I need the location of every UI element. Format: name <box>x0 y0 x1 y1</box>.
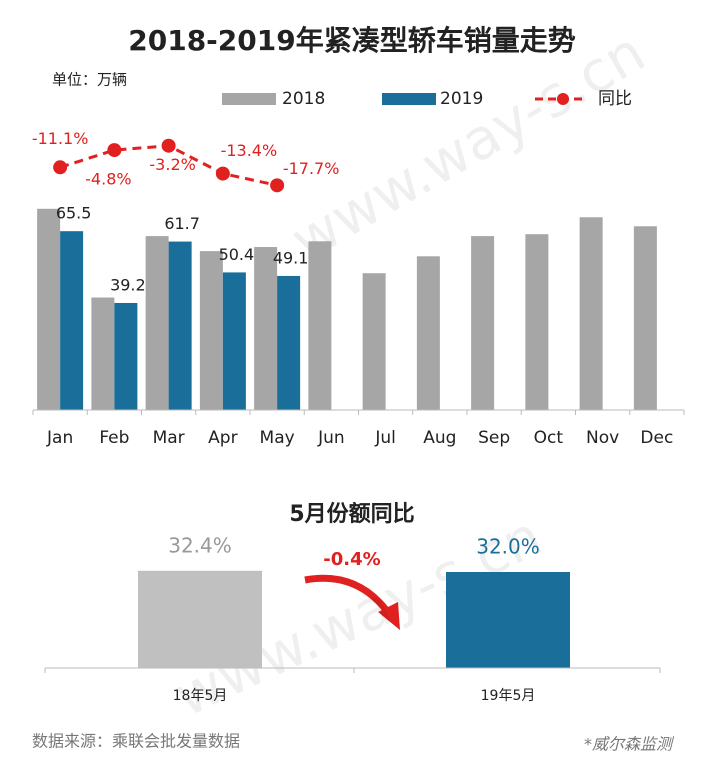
legend-swatch <box>382 93 436 105</box>
bar <box>222 272 246 410</box>
x-tick-label: Feb <box>99 428 129 448</box>
value-label: -13.4% <box>221 141 278 160</box>
bar <box>579 217 603 410</box>
value-label: 65.5 <box>56 204 92 223</box>
x-tick-label: Oct <box>534 428 564 448</box>
chart-title: 5月份额同比 <box>289 502 414 527</box>
legend-label: 2018 <box>282 89 325 109</box>
x-tick-label: Jan <box>46 428 73 448</box>
value-label: 49.1 <box>273 248 309 267</box>
bar <box>60 231 84 410</box>
value-label: 61.7 <box>164 214 200 233</box>
bar <box>168 241 192 410</box>
line-marker <box>215 166 230 181</box>
value-label: -4.8% <box>85 170 131 189</box>
bar <box>91 297 115 410</box>
bar <box>277 275 301 410</box>
x-tick-label: Nov <box>586 428 619 448</box>
x-tick-label: 18年5月 <box>173 688 228 704</box>
source: 数据来源：乘联会批发量数据 <box>32 732 240 751</box>
value-label: -11.1% <box>32 129 89 148</box>
legend-label: 同比 <box>598 89 632 109</box>
bar <box>362 273 386 410</box>
value-label: -17.7% <box>283 159 340 178</box>
arrow-head <box>378 602 400 630</box>
bar <box>446 572 570 668</box>
value-label: 39.2 <box>110 275 146 294</box>
bar <box>138 570 262 668</box>
line-marker <box>270 178 285 193</box>
x-tick-label: Aug <box>423 428 456 448</box>
line-marker <box>107 143 122 158</box>
annotation: -0.4% <box>323 549 380 570</box>
bar <box>37 208 61 410</box>
x-tick-label: Jun <box>317 428 345 448</box>
x-tick-label: Jul <box>374 428 396 448</box>
line-marker <box>53 160 68 175</box>
bar <box>308 241 332 410</box>
legend-swatch <box>222 93 276 105</box>
bar <box>633 226 657 410</box>
bar <box>145 236 169 410</box>
legend-marker <box>557 93 569 105</box>
value-label: -3.2% <box>149 155 195 174</box>
x-tick-label: Mar <box>153 428 185 448</box>
x-tick-label: 19年5月 <box>481 688 536 704</box>
bar <box>199 251 223 410</box>
x-tick-label: Dec <box>640 428 673 448</box>
bar <box>254 247 278 410</box>
value-label: 32.0% <box>476 535 540 559</box>
bar <box>114 302 138 410</box>
note: *威尔森监测 <box>584 735 675 754</box>
line-marker <box>161 138 176 153</box>
value-label: 50.4 <box>219 245 255 264</box>
value-label: 32.4% <box>168 533 232 557</box>
bar <box>471 236 495 410</box>
bar <box>416 256 440 410</box>
legend-label: 2019 <box>440 89 483 109</box>
chart-title: 2018-2019年紧凑型轿车销量走势 <box>128 24 575 57</box>
x-tick-label: Apr <box>208 428 237 448</box>
bar <box>525 234 549 410</box>
unit-label: 单位：万辆 <box>52 71 127 89</box>
x-tick-label: Sep <box>478 428 510 448</box>
x-tick-label: May <box>260 428 295 448</box>
